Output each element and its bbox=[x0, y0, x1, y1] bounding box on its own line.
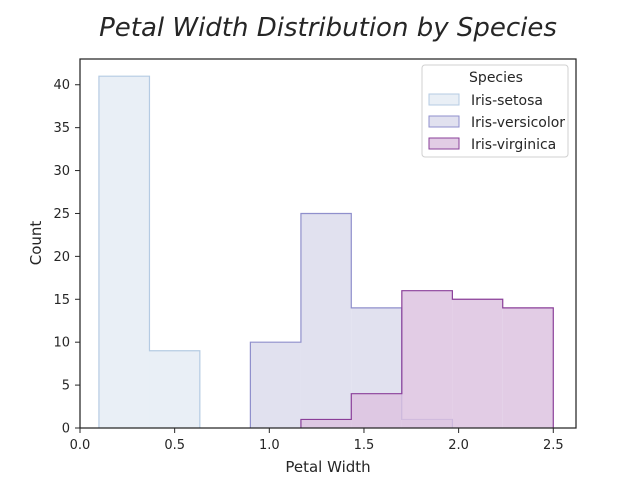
x-tick-label: 2.0 bbox=[448, 438, 469, 453]
x-tick-label: 1.0 bbox=[259, 438, 280, 453]
x-axis-ticks: 0.0 0.5 1.0 1.5 2.0 2.5 bbox=[70, 428, 564, 453]
bar bbox=[300, 419, 352, 428]
legend-title: Species bbox=[469, 70, 523, 86]
y-tick-label: 40 bbox=[53, 78, 70, 93]
y-tick-label: 35 bbox=[53, 121, 70, 136]
plot-frame bbox=[79, 58, 577, 429]
bar bbox=[98, 76, 150, 429]
y-tick-label: 30 bbox=[53, 164, 70, 179]
legend-entries: Iris-setosa Iris-versicolor Iris-virginica bbox=[428, 93, 565, 153]
y-tick-label: 10 bbox=[53, 336, 70, 351]
legend-label: Iris-versicolor bbox=[471, 115, 565, 131]
legend: Species Iris-setosa Iris-versicolor Iris-v… bbox=[421, 64, 569, 158]
y-tick-label: 15 bbox=[53, 293, 70, 308]
legend-swatch bbox=[428, 93, 460, 106]
x-tick-label: 0.0 bbox=[70, 438, 91, 453]
y-tick-label: 5 bbox=[62, 379, 70, 394]
legend-label: Iris-virginica bbox=[471, 137, 556, 153]
legend-box bbox=[421, 64, 569, 158]
x-tick-label: 0.5 bbox=[164, 438, 185, 453]
y-tick-label: 0 bbox=[62, 422, 70, 437]
y-axis-label: Count bbox=[27, 221, 45, 266]
bar bbox=[351, 393, 402, 428]
chart-title: Petal Width Distribution by Species bbox=[99, 13, 557, 43]
bar bbox=[300, 213, 352, 428]
series-outline bbox=[98, 75, 201, 428]
y-tick-label: 25 bbox=[53, 207, 70, 222]
y-tick-label: 20 bbox=[53, 250, 70, 265]
y-axis-ticks: 0 5 10 15 20 25 30 35 40 bbox=[53, 78, 80, 437]
bar bbox=[401, 290, 453, 428]
bar bbox=[149, 350, 200, 428]
legend-swatch bbox=[428, 115, 460, 128]
legend-label: Iris-setosa bbox=[471, 93, 543, 109]
bar bbox=[452, 299, 503, 428]
legend-swatch bbox=[428, 137, 460, 150]
bar bbox=[250, 342, 301, 428]
histogram-bars bbox=[98, 75, 554, 429]
x-tick-label: 2.5 bbox=[543, 438, 564, 453]
x-tick-label: 1.5 bbox=[354, 438, 375, 453]
series-iris-virginica bbox=[300, 290, 554, 428]
bar bbox=[502, 307, 554, 428]
series-iris-setosa bbox=[98, 75, 201, 429]
x-axis-label: Petal Width bbox=[285, 458, 370, 476]
series-outline bbox=[300, 290, 554, 428]
